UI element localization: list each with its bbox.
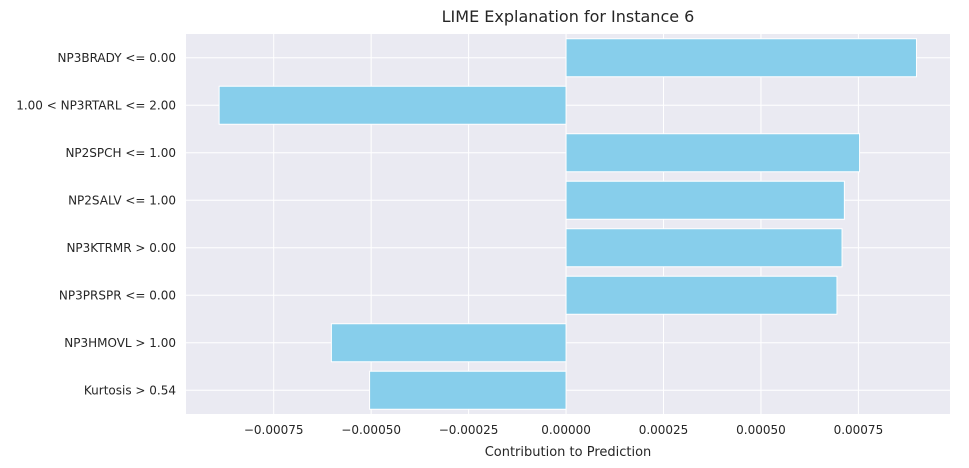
y-tick-label: NP3KTRMR > 0.00 xyxy=(66,241,176,255)
y-tick-label: NP2SPCH <= 1.00 xyxy=(65,146,176,160)
bar-3 xyxy=(565,180,845,220)
chart-title: LIME Explanation for Instance 6 xyxy=(442,7,695,26)
y-tick-labels: NP3BRADY <= 0.00 1.00 < NP3RTARL <= 2.00 N… xyxy=(16,51,176,398)
bar-0 xyxy=(565,38,917,78)
y-tick-label: Kurtosis > 0.54 xyxy=(84,383,176,397)
y-tick-label: NP3BRADY <= 0.00 xyxy=(57,51,176,65)
x-tick-label: −0.00050 xyxy=(341,423,401,437)
x-tick-labels: −0.00075 −0.00050 −0.00025 0.00000 0.00025 0.… xyxy=(244,423,883,437)
y-tick-label: NP2SALV <= 1.00 xyxy=(68,193,176,207)
y-tick-label: 1.00 < NP3RTARL <= 2.00 xyxy=(16,98,176,112)
x-tick-label: 0.00050 xyxy=(736,423,786,437)
bar-5 xyxy=(565,275,838,315)
bars xyxy=(218,38,917,410)
bar-2 xyxy=(565,133,861,173)
x-tick-label: 0.00000 xyxy=(541,423,591,437)
bar-4 xyxy=(565,228,843,268)
y-tick-label: NP3PRSPR <= 0.00 xyxy=(59,288,176,302)
bar-6 xyxy=(330,323,567,363)
bar-1 xyxy=(218,85,567,125)
x-tick-label: 0.00075 xyxy=(834,423,884,437)
x-axis-label: Contribution to Prediction xyxy=(485,445,652,460)
y-tick-label: NP3HMOVL > 1.00 xyxy=(64,336,176,350)
bar-7 xyxy=(369,370,567,410)
x-tick-label: 0.00025 xyxy=(639,423,689,437)
x-tick-label: −0.00075 xyxy=(244,423,304,437)
x-tick-label: −0.00025 xyxy=(439,423,499,437)
